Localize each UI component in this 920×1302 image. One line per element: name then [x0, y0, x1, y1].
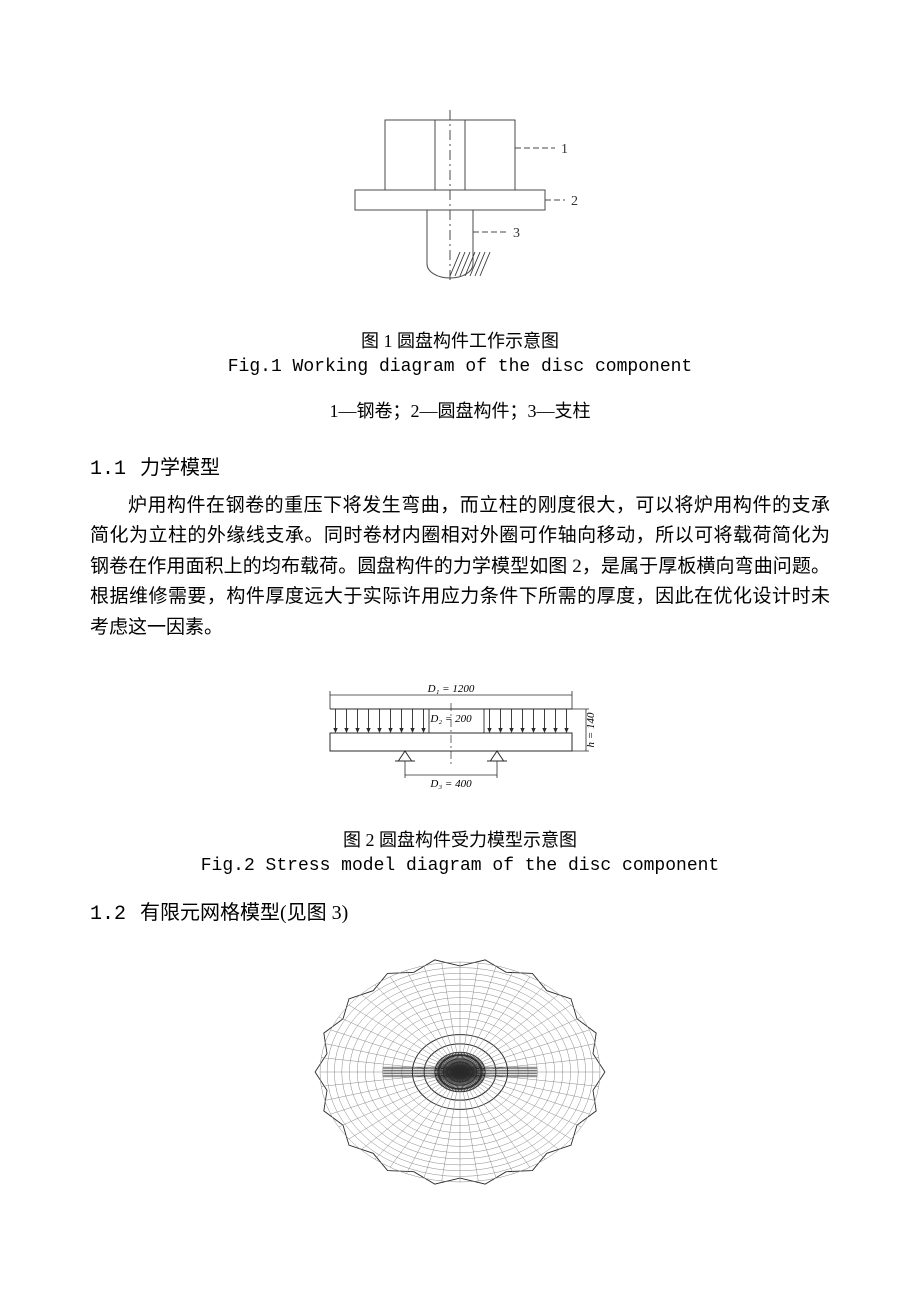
- section-1-1-title: 力学模型: [140, 457, 220, 479]
- section-1-1-heading: 1.1 力学模型: [90, 451, 830, 481]
- svg-text:D₁ = 1200: D₁ = 1200: [427, 683, 475, 695]
- figure-3-svg: [310, 952, 610, 1192]
- figure-2-caption-cn: 图 2 圆盘构件受力模型示意图: [90, 826, 830, 852]
- figure-1-caption-en: Fig.1 Working diagram of the disc compon…: [90, 357, 830, 377]
- section-1-1-number: 1.1: [90, 458, 126, 481]
- svg-text:D₃ = 400: D₃ = 400: [429, 778, 472, 790]
- section-1-2-heading: 1.2 有限元网格模型(见图 3): [90, 896, 830, 926]
- svg-text:2: 2: [571, 194, 578, 209]
- svg-text:3: 3: [513, 226, 520, 241]
- svg-text:1: 1: [561, 142, 568, 157]
- section-1-1-body: 炉用构件在钢卷的重压下将发生弯曲，而立柱的刚度很大，可以将炉用构件的支承简化为立…: [90, 491, 830, 643]
- svg-text:h = 140: h = 140: [585, 712, 597, 747]
- figure-2-svg: D₁ = 1200D₂ = 200D₃ = 400h = 140: [300, 665, 620, 795]
- figure-2-caption-en: Fig.2 Stress model diagram of the disc c…: [90, 856, 830, 876]
- section-1-2-number: 1.2: [90, 903, 126, 926]
- section-1-2-title: 有限元网格模型(见图 3): [140, 902, 348, 924]
- figure-1-svg: 1 2 3: [330, 100, 590, 310]
- figure-3: [90, 952, 830, 1197]
- figure-1-caption-cn: 图 1 圆盘构件工作示意图: [90, 327, 830, 353]
- figure-1-legend: 1—钢卷；2—圆盘构件；3—支柱: [90, 397, 830, 423]
- figure-2: D₁ = 1200D₂ = 200D₃ = 400h = 140 图 2 圆盘构…: [90, 665, 830, 876]
- figure-1: 1 2 3 图 1 圆盘构件工作示意图 Fig.1 Working diagram …: [90, 100, 830, 377]
